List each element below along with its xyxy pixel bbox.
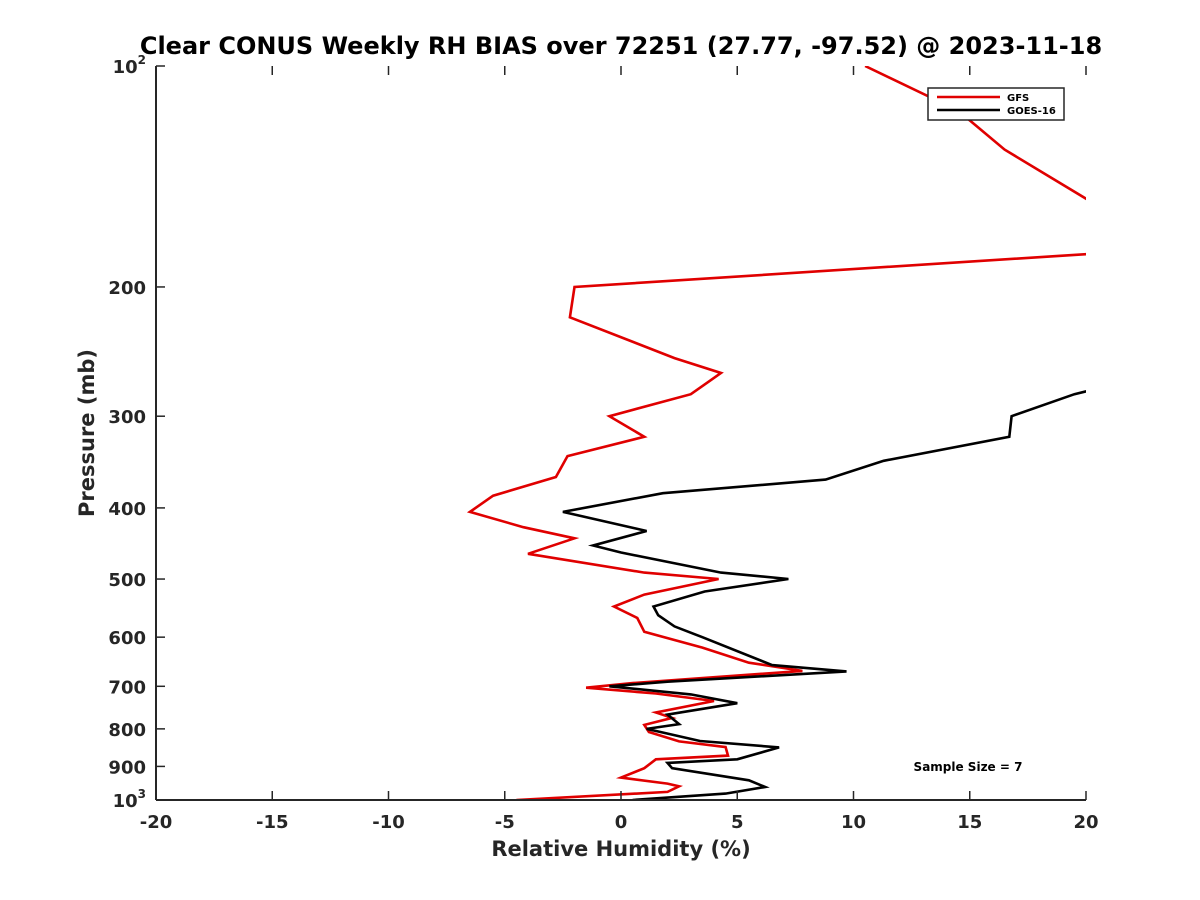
y-tick-label: 800 [108,720,146,741]
x-tick-label: -20 [140,812,173,833]
y-tick-label: 600 [108,628,146,649]
series-layer [466,66,1086,800]
x-ticks: -20 -15 -10 -5 0 5 10 15 20 [140,66,1099,833]
x-tick-label: 10 [841,812,866,833]
y-tick-label: 500 [108,570,146,591]
sample-size-annotation: Sample Size = 7 [914,760,1023,774]
x-tick-label: 5 [731,812,744,833]
legend-label-gfs: GFS [1007,93,1029,104]
y-tick-label: 400 [108,499,146,520]
y-tick-label: 700 [108,677,146,698]
x-axis-label: Relative Humidity (%) [491,837,750,861]
x-tick-label: -15 [256,812,289,833]
legend-label-goes-16: GOES-16 [1007,106,1056,117]
y-ticks: 102 200 300 400 500 600 700 800 900 103 [108,53,165,812]
y-tick-label: 102 [113,53,146,78]
x-tick-label: 20 [1073,812,1098,833]
x-tick-label: -10 [372,812,405,833]
series-line-gfs [466,66,1086,800]
legend-box [927,87,1065,121]
series-line-goes-16 [562,390,1086,800]
legend: GFS GOES-16 [927,87,1065,121]
x-tick-label: 15 [957,812,982,833]
y-axis-label: Pressure (mb) [75,349,99,517]
x-tick-label: -5 [495,812,515,833]
y-tick-label: 103 [113,787,146,812]
x-tick-label: 0 [615,812,628,833]
y-tick-label: 200 [108,278,146,299]
y-tick-label: 300 [108,407,146,428]
chart-title: Clear CONUS Weekly RH BIAS over 72251 (2… [140,32,1102,60]
y-tick-label: 900 [108,757,146,778]
